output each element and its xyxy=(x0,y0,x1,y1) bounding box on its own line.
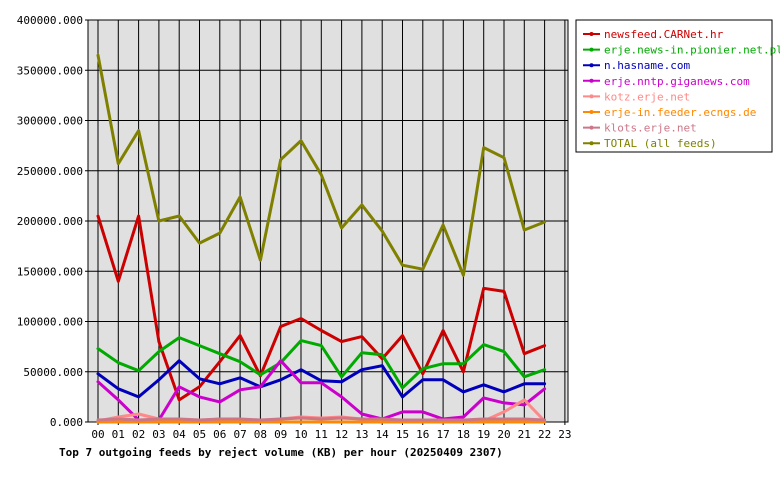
x-tick-label: 09 xyxy=(274,428,287,441)
x-tick-label: 23 xyxy=(558,428,571,441)
y-tick-label: 100000.000 xyxy=(17,316,83,329)
x-tick-label: 07 xyxy=(233,428,246,441)
legend-entry: erje.nntp.giganews.com xyxy=(604,75,750,88)
x-tick-label: 12 xyxy=(335,428,348,441)
y-tick-label: 0.000 xyxy=(50,416,83,429)
legend-entry: n.hasname.com xyxy=(604,59,690,72)
x-tick-label: 18 xyxy=(457,428,470,441)
x-tick-label: 03 xyxy=(152,428,165,441)
legend-marker xyxy=(589,32,594,36)
series-line-0 xyxy=(96,214,547,402)
series-line-1 xyxy=(96,336,547,390)
x-tick-label: 14 xyxy=(376,428,390,441)
x-tick-label: 00 xyxy=(91,428,104,441)
y-tick-label: 350000.000 xyxy=(17,64,83,77)
legend-entry: erje.news-in.pionier.net.pl xyxy=(604,44,780,57)
y-tick-label: 250000.000 xyxy=(17,165,83,178)
legend-marker xyxy=(589,63,594,68)
y-tick-label: 150000.000 xyxy=(17,265,83,278)
series-line-2 xyxy=(96,359,547,399)
x-tick-label: 17 xyxy=(436,428,449,441)
x-tick-label: 05 xyxy=(193,428,206,441)
y-tick-label: 300000.000 xyxy=(17,115,83,128)
x-tick-label: 20 xyxy=(497,428,510,441)
x-tick-label: 19 xyxy=(477,428,490,441)
legend-marker xyxy=(589,47,594,52)
x-tick-label: 16 xyxy=(416,428,429,441)
x-axis-ticks: 00 01 02 03 04 05 06 07 08 09 10 11 12 13 14 15 16 17 18 19… xyxy=(91,422,572,441)
legend-marker xyxy=(589,110,594,114)
legend-marker xyxy=(589,94,594,99)
x-tick-label: 10 xyxy=(294,428,307,441)
legend-entry: erje-in.feeder.ecngs.de xyxy=(604,106,756,119)
legend-marker xyxy=(589,125,594,130)
x-tick-label: 11 xyxy=(315,428,328,441)
chart-title: Top 7 outgoing feeds by reject volume (K… xyxy=(59,446,503,459)
series-lines xyxy=(96,53,547,424)
legend-entry: kotz.erje.net xyxy=(604,90,690,103)
y-tick-label: 400000.000 xyxy=(17,14,83,27)
x-tick-label: 22 xyxy=(538,428,551,441)
x-tick-label: 02 xyxy=(132,428,145,441)
x-tick-label: 21 xyxy=(518,428,531,441)
legend: newsfeed.CARNet.hr erje.news-in.pionier.n… xyxy=(575,19,780,153)
series-line-3 xyxy=(96,359,547,422)
x-tick-label: 15 xyxy=(396,428,409,441)
legend-entry: klots.erje.net xyxy=(604,122,697,135)
x-tick-label: 06 xyxy=(213,428,226,441)
series-line-6 xyxy=(96,416,547,422)
legend-entry: newsfeed.CARNet.hr xyxy=(604,28,724,41)
y-axis-ticks: 0.000 50000.000 100000.000 150000.000 200000… xyxy=(17,14,88,429)
y-tick-label: 50000.000 xyxy=(23,366,83,379)
legend-marker xyxy=(589,141,594,146)
x-tick-label: 08 xyxy=(254,428,267,441)
legend-box xyxy=(575,19,773,153)
legend-entry: TOTAL (all feeds) xyxy=(604,137,717,150)
x-tick-label: 04 xyxy=(173,428,187,441)
legend-marker xyxy=(589,78,594,83)
y-tick-label: 200000.000 xyxy=(17,215,83,228)
x-tick-label: 01 xyxy=(112,428,125,441)
series-line-7 xyxy=(96,53,547,277)
x-tick-label: 13 xyxy=(355,428,368,441)
